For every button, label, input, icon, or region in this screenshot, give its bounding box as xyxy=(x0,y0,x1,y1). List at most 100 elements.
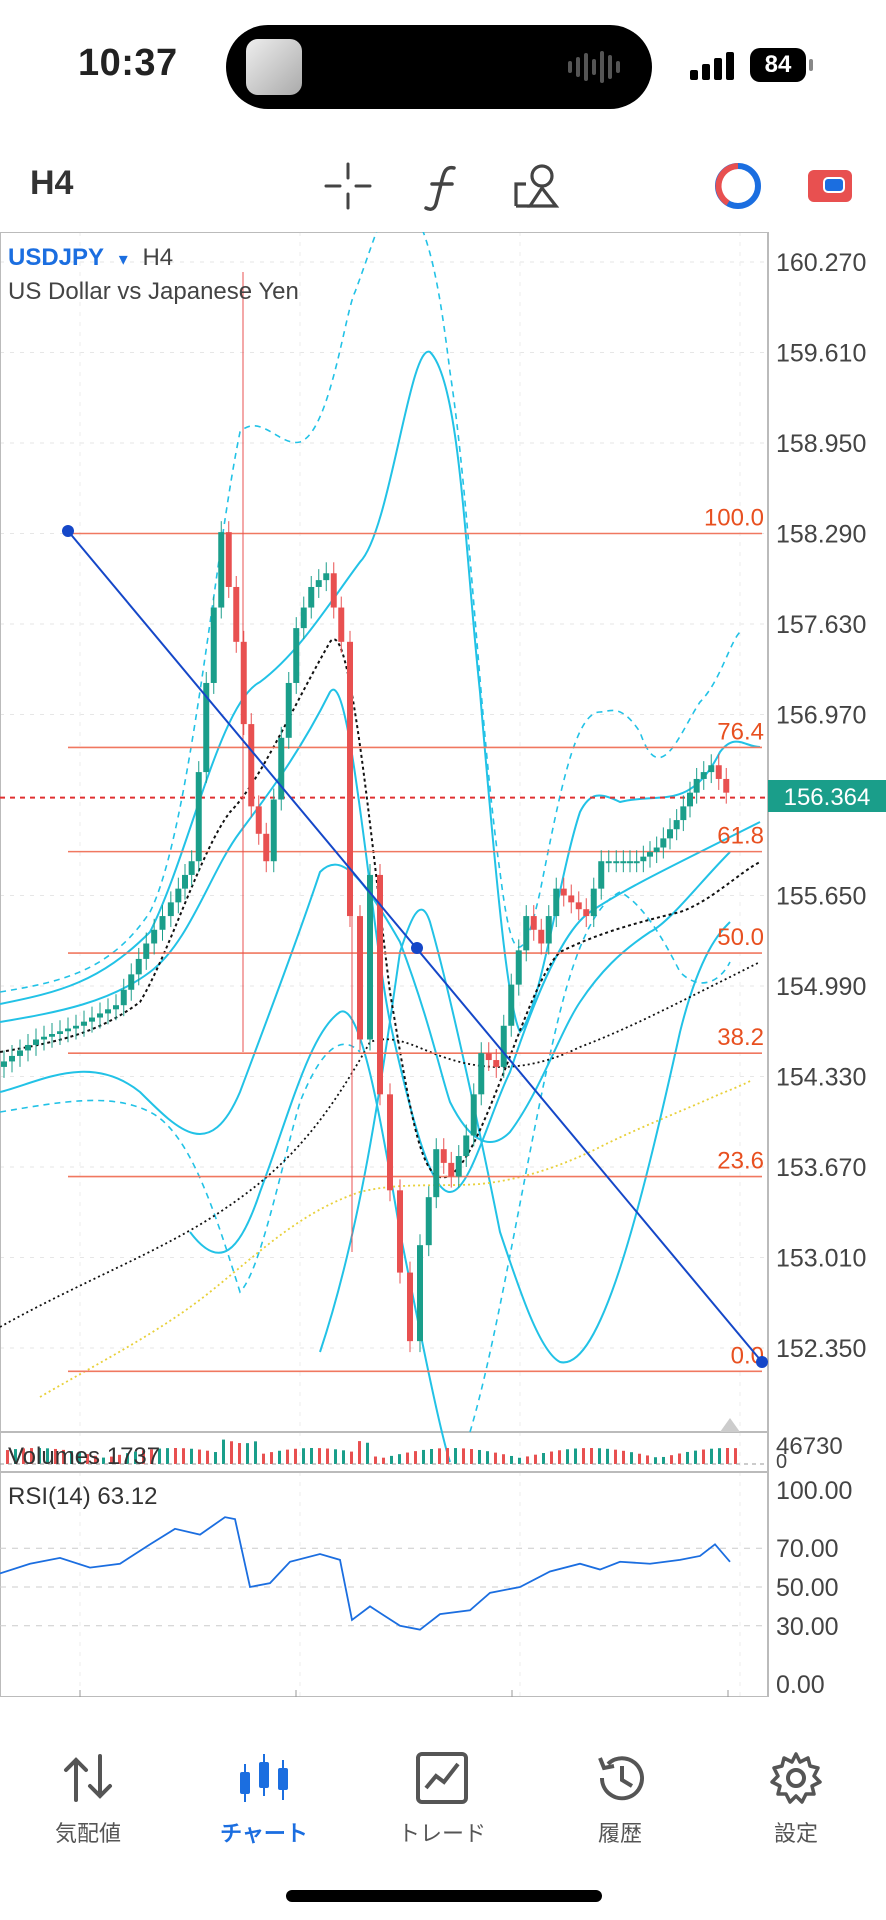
nav-chart[interactable]: チャート xyxy=(204,1720,324,1848)
rsi-pane: 100.00 70.00 50.00 30.00 0.00 xyxy=(0,1477,852,1697)
volume-bar xyxy=(678,1453,681,1464)
status-time: 10:37 xyxy=(78,42,178,84)
candle-body xyxy=(530,916,537,930)
volume-bar xyxy=(46,1448,49,1464)
symbol-description: US Dollar vs Japanese Yen xyxy=(8,278,299,305)
candle-body xyxy=(433,1149,440,1198)
volume-bar xyxy=(422,1449,425,1464)
function-icon[interactable] xyxy=(418,160,470,212)
volume-bar xyxy=(254,1441,257,1464)
candle-body xyxy=(397,1190,403,1273)
candle-body xyxy=(627,861,633,864)
audio-wave-icon xyxy=(568,51,620,83)
candle-body xyxy=(605,861,612,864)
timeframe-switch-icon[interactable] xyxy=(712,160,764,212)
volume-bar xyxy=(462,1448,465,1464)
candle-body xyxy=(590,888,597,917)
timeframe-button[interactable]: H4 xyxy=(30,164,74,202)
volume-bar xyxy=(142,1450,145,1464)
candle-body xyxy=(1,1061,7,1067)
nav-label-history: 履歴 xyxy=(597,1821,642,1846)
candle-body xyxy=(715,765,722,779)
volume-bar xyxy=(630,1452,633,1464)
y-tick-label: 157.630 xyxy=(776,611,866,639)
band-lower-inner xyxy=(0,851,731,1143)
volume-bar xyxy=(206,1450,209,1464)
bottom-navigation: 気配値 チャート トレード 履歴 設定 xyxy=(0,1720,886,1860)
volume-bar xyxy=(230,1441,233,1464)
ma-short xyxy=(0,638,761,1179)
trend-handle-end[interactable] xyxy=(756,1356,768,1368)
scroll-end-icon[interactable] xyxy=(720,1418,740,1432)
candle-body xyxy=(508,984,515,1026)
volume-bar xyxy=(582,1448,585,1464)
volume-bar xyxy=(166,1448,169,1464)
y-tick-label: 153.670 xyxy=(776,1154,866,1182)
candle-body xyxy=(407,1272,413,1342)
candle-body xyxy=(33,1039,39,1045)
volume-bar xyxy=(478,1449,481,1464)
volume-bar xyxy=(38,1448,41,1464)
volume-bar xyxy=(358,1441,361,1464)
nav-label-settings: 設定 xyxy=(773,1821,818,1846)
nav-label-chart: チャート xyxy=(220,1821,308,1846)
trade-toggle-icon[interactable] xyxy=(804,160,856,212)
volume-bar xyxy=(134,1451,137,1464)
volume-bar xyxy=(646,1455,649,1464)
trend-line[interactable] xyxy=(62,525,768,1368)
volume-bar xyxy=(622,1450,625,1464)
volume-bar xyxy=(374,1456,377,1464)
candle-body xyxy=(25,1044,31,1051)
candle-body xyxy=(667,829,673,839)
nav-quotes[interactable]: 気配値 xyxy=(28,1720,148,1848)
volume-bar xyxy=(294,1448,297,1464)
symbol-name[interactable]: USDJPY xyxy=(8,244,104,271)
candle-body xyxy=(308,586,315,608)
symbol-header[interactable]: USDJPY ▾ H4 xyxy=(8,244,173,271)
volume-bar xyxy=(326,1448,329,1464)
nav-settings[interactable]: 設定 xyxy=(736,1720,856,1848)
candles xyxy=(1,272,730,1353)
chart-toolbar: H4 xyxy=(0,140,886,230)
crosshair-icon[interactable] xyxy=(322,160,374,212)
volume-bar xyxy=(470,1449,473,1464)
symbol-timeframe: H4 xyxy=(142,244,173,271)
candle-body xyxy=(357,916,363,1040)
nav-history[interactable]: 履歴 xyxy=(560,1720,680,1848)
candle-body xyxy=(708,765,715,773)
candle-body xyxy=(97,1013,103,1018)
candle-body xyxy=(263,833,270,862)
volume-bar xyxy=(558,1450,561,1464)
fib-label: 38.2 xyxy=(717,1024,764,1051)
volume-bar xyxy=(110,1456,113,1464)
candle-body xyxy=(470,1094,477,1136)
symbol-dropdown-icon[interactable]: ▾ xyxy=(119,249,128,269)
trend-handle-mid[interactable] xyxy=(411,942,423,954)
volume-bar xyxy=(78,1452,81,1464)
volume-bar xyxy=(198,1449,201,1464)
volume-bar xyxy=(14,1449,17,1464)
candle-body xyxy=(448,1162,455,1177)
volume-bar xyxy=(414,1451,417,1464)
candle-body xyxy=(57,1031,63,1034)
volume-zero-label: 0 xyxy=(776,1451,787,1473)
volume-bar xyxy=(598,1448,601,1464)
candle-body xyxy=(553,888,560,917)
ma-mid xyxy=(0,961,761,1328)
objects-icon[interactable] xyxy=(510,160,562,212)
nav-trade[interactable]: トレード xyxy=(382,1720,502,1848)
candle-body xyxy=(105,1009,111,1014)
candle-body xyxy=(315,580,322,587)
rsi-tick-label: 70.00 xyxy=(776,1535,839,1563)
rsi-tick-label: 0.00 xyxy=(776,1671,825,1697)
candle-body xyxy=(330,573,337,608)
volume-bar xyxy=(318,1448,321,1464)
volume-max-label: 46730 xyxy=(776,1433,843,1460)
price-chart[interactable]: 100.076.461.850.038.223.60.0 160.270159.… xyxy=(0,232,886,1697)
candle-body xyxy=(440,1149,447,1163)
dynamic-island xyxy=(226,25,652,109)
volume-bar xyxy=(390,1455,393,1464)
status-bar: 10:37 84 xyxy=(0,0,886,130)
trend-handle-start[interactable] xyxy=(62,525,74,537)
